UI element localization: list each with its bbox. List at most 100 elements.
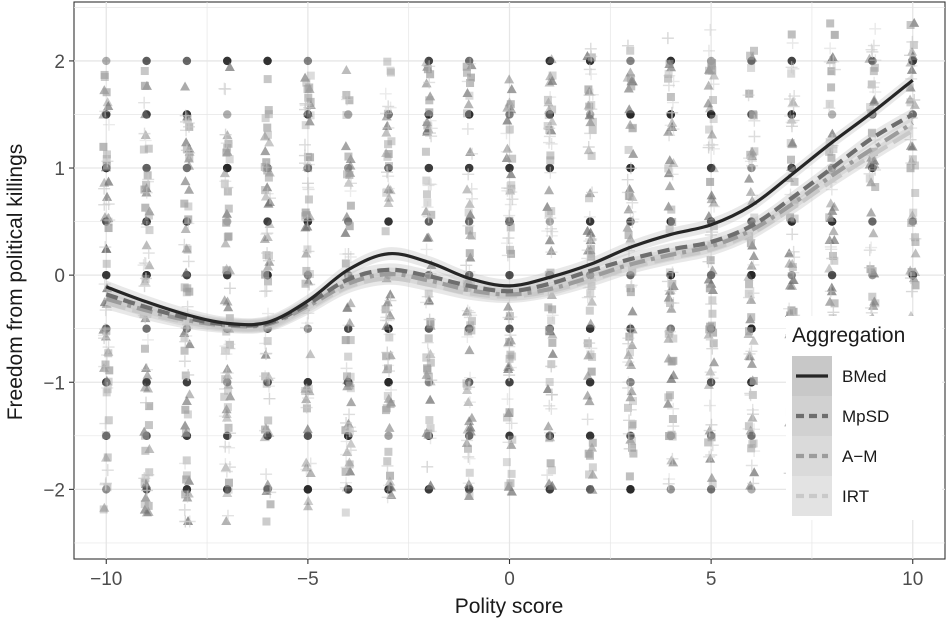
data-point (709, 328, 718, 337)
data-point (743, 152, 756, 165)
y-tick-label: −2 (43, 480, 65, 501)
data-point (99, 417, 112, 430)
data-point (790, 177, 799, 186)
data-point (827, 128, 838, 138)
data-point (661, 32, 674, 45)
data-point (702, 255, 715, 268)
data-point (183, 410, 192, 419)
data-point (626, 485, 635, 494)
data-point (343, 170, 352, 179)
data-point (504, 198, 517, 211)
data-point (787, 62, 800, 75)
data-point (221, 367, 234, 380)
data-point (706, 378, 716, 387)
data-point (100, 72, 109, 81)
data-point (746, 403, 759, 416)
data-point (709, 96, 718, 105)
data-point (546, 245, 557, 255)
data-point (384, 294, 397, 307)
data-point (222, 218, 231, 227)
data-point (261, 247, 274, 260)
data-point (178, 238, 191, 251)
data-point (581, 291, 594, 304)
data-point (384, 217, 393, 226)
data-point (545, 56, 555, 66)
data-point (584, 110, 595, 120)
data-point (181, 267, 192, 277)
data-point (184, 202, 193, 211)
data-point (623, 414, 636, 427)
data-point (259, 131, 270, 141)
data-point (708, 200, 721, 213)
data-point (99, 304, 112, 317)
data-point (830, 256, 839, 265)
data-point (264, 427, 275, 437)
data-point (386, 66, 395, 75)
data-point (588, 353, 597, 362)
data-point (666, 168, 679, 181)
data-point (464, 110, 474, 119)
data-point (545, 360, 558, 373)
data-point (505, 125, 514, 134)
data-point (381, 406, 390, 415)
data-point (425, 416, 434, 425)
data-point (346, 336, 355, 345)
data-point (179, 515, 192, 528)
data-point (544, 185, 555, 195)
data-point (383, 479, 396, 492)
data-point (341, 426, 350, 435)
data-point (381, 273, 392, 283)
data-point (703, 80, 714, 90)
data-point (827, 153, 836, 162)
data-point (137, 259, 150, 272)
data-point (628, 397, 637, 406)
data-point (425, 96, 434, 105)
data-point (664, 74, 673, 83)
data-point (623, 349, 634, 359)
data-point (103, 100, 114, 110)
data-point (384, 217, 393, 226)
data-point (344, 425, 357, 438)
data-point (99, 478, 112, 491)
data-point (588, 463, 597, 472)
data-point (749, 110, 758, 119)
data-point (624, 280, 637, 293)
data-point (468, 231, 477, 240)
data-point (144, 421, 153, 430)
data-point (103, 385, 112, 394)
data-point (301, 177, 314, 190)
data-point (828, 226, 839, 236)
data-point (747, 444, 756, 453)
data-point (224, 139, 233, 148)
data-point (145, 402, 154, 411)
data-point (625, 279, 638, 292)
data-point (783, 302, 796, 315)
data-point (584, 42, 597, 55)
data-point (105, 366, 114, 375)
data-point (663, 473, 676, 486)
data-point (102, 326, 111, 335)
data-point (624, 322, 637, 335)
data-point (500, 127, 513, 140)
data-point (623, 442, 636, 455)
data-point (220, 238, 231, 248)
data-point (261, 186, 270, 195)
data-point (784, 248, 795, 258)
data-point (184, 160, 195, 170)
data-point (585, 431, 595, 441)
data-point (344, 110, 353, 119)
data-point (303, 245, 312, 254)
data-point (502, 436, 515, 449)
data-point (421, 460, 434, 473)
data-point (666, 106, 679, 119)
data-point (628, 421, 637, 430)
data-point (223, 485, 232, 494)
data-point (627, 306, 638, 316)
data-point (585, 217, 595, 226)
data-point (706, 256, 715, 265)
data-point (305, 83, 314, 92)
data-point (346, 397, 357, 407)
data-point (864, 301, 877, 314)
data-point (706, 177, 715, 186)
data-point (180, 333, 189, 342)
